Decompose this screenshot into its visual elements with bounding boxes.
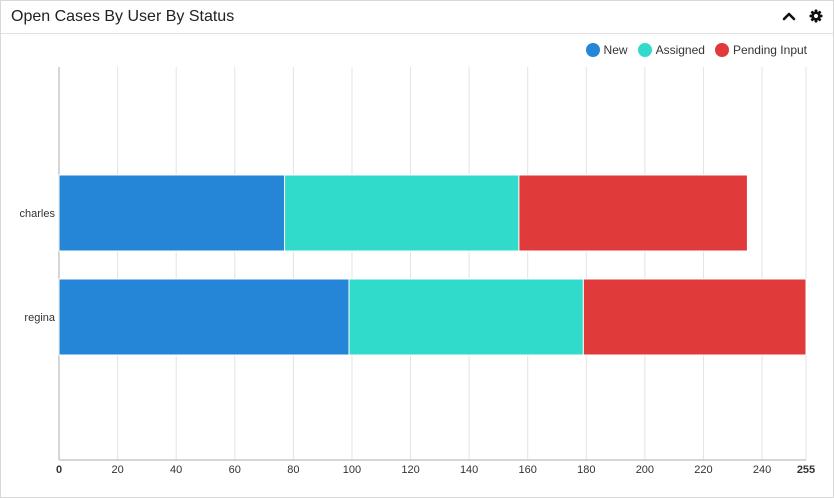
y-category-label: charles [20,208,56,220]
x-tick-label: 200 [636,464,654,476]
bar-segment [582,278,807,356]
bar-segment [58,278,350,356]
x-tick-label: 20 [111,464,123,476]
x-tick-label: 100 [343,464,361,476]
x-tick-label: 120 [401,464,419,476]
chart-legend: New Assigned Pending Input [585,41,807,59]
x-tick-label: 60 [229,464,241,476]
bar-segment [348,278,584,356]
bar-segment [58,174,286,252]
legend-swatch-pending-input [714,43,729,57]
chevron-up-icon[interactable] [778,5,800,27]
dashlet-title: Open Cases By User By Status [11,8,235,25]
x-tick-label: 255 [797,464,815,476]
bar-segment [284,174,520,252]
gear-icon[interactable] [805,5,827,27]
legend-label-pending-input: Pending Input [732,43,807,57]
legend-label-new: New [603,43,628,57]
bar-segment [518,174,748,252]
x-tick-label: 160 [519,464,537,476]
legend-item-pending-input[interactable]: Pending Input [714,43,807,57]
x-tick-label: 180 [577,464,595,476]
dashlet-header: Open Cases By User By Status [1,1,833,34]
legend-swatch-assigned [637,43,652,57]
x-tick-label: 220 [694,464,712,476]
legend-swatch-new [585,43,600,57]
x-tick-label: 140 [460,464,478,476]
y-category-label: regina [24,312,55,324]
x-tick-label: 0 [56,464,62,476]
legend-item-new[interactable]: New [585,43,628,57]
x-tick-label: 40 [170,464,182,476]
x-tick-label: 240 [753,464,771,476]
x-tick-label: 80 [287,464,299,476]
legend-item-assigned[interactable]: Assigned [637,43,705,57]
legend-label-assigned: Assigned [655,43,705,57]
